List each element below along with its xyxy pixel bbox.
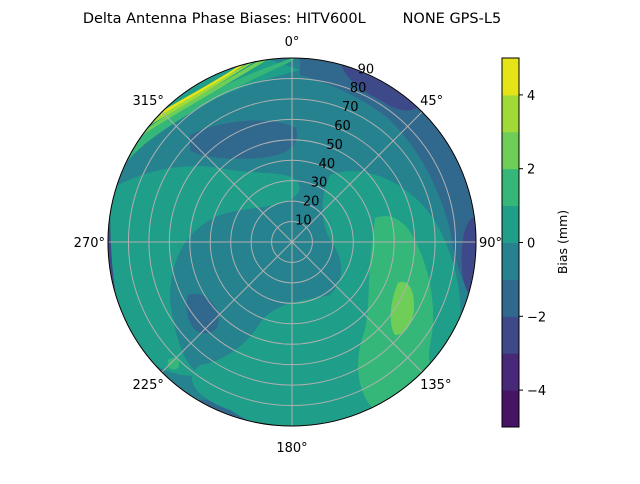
radial-tick-label: 50	[326, 138, 343, 153]
contour-band-2-3	[390, 281, 415, 335]
radial-tick-label: 20	[303, 195, 320, 210]
colorbar-band	[502, 168, 519, 207]
contour-band-1-2	[167, 357, 180, 370]
angular-tick-label: 180°	[276, 441, 307, 456]
colorbar-tick-label: −4	[527, 384, 546, 399]
colorbar-tick-label: 0	[527, 237, 535, 252]
angular-tick-label: 225°	[133, 378, 164, 393]
colorbar-band	[502, 205, 519, 243]
angular-tick-label: 135°	[420, 378, 451, 393]
colorbar-tick-label: 2	[527, 163, 535, 178]
colorbar-band	[502, 131, 519, 170]
colorbar-band	[502, 94, 519, 133]
polar-grid	[107, 57, 477, 427]
colorbar-band	[502, 390, 519, 428]
colorbar-band	[502, 353, 519, 391]
colorbar-tick-label: 4	[527, 89, 535, 104]
contour-band-4-5	[140, 58, 260, 125]
contour-band-3-4	[130, 58, 265, 135]
radial-tick-label: 60	[334, 119, 351, 134]
radial-tick-label: 90	[358, 62, 375, 77]
radial-tick-label: 10	[295, 213, 312, 228]
polar-tick-labels: 10 20 30 40 50 60 70 80 90 0° 45° 90° 135° 180° 225° 27…	[74, 35, 502, 456]
radial-tick-label: 80	[350, 81, 367, 96]
polar-frame	[107, 57, 477, 427]
contour-band-minus3-minus2	[340, 62, 420, 111]
radial-tick-label: 70	[342, 100, 359, 115]
angular-tick-label: 45°	[420, 94, 443, 109]
colorbar-band	[502, 316, 519, 354]
colorbar-tick-label: −2	[527, 310, 546, 325]
colorbar-band	[502, 242, 519, 280]
angular-tick-label: 0°	[285, 35, 300, 50]
angular-tick-label: 90°	[479, 236, 502, 251]
angular-tick-label: 315°	[133, 94, 164, 109]
colorbar: −4 −2 0 2 4	[501, 57, 546, 428]
radial-tick-label: 30	[311, 176, 328, 191]
contour-band-0-1	[110, 166, 300, 376]
chart-title: Delta Antenna Phase Biases: HITV600L NON…	[83, 11, 501, 27]
colorbar-band	[502, 58, 519, 96]
colorbar-label: Bias (mm)	[555, 210, 570, 274]
angular-tick-label: 270°	[74, 236, 105, 251]
angular-gridline	[161, 111, 423, 373]
contour-band-minus2-minus1	[190, 120, 297, 159]
colorbar-band	[502, 279, 519, 317]
radial-tick-label: 40	[319, 157, 336, 172]
